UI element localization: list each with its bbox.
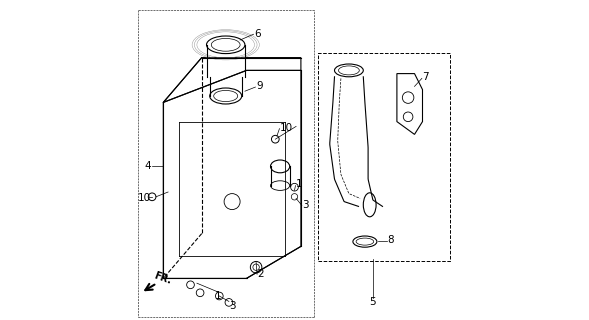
Text: 3: 3 xyxy=(303,200,309,210)
Text: 10: 10 xyxy=(280,123,293,133)
Text: 1: 1 xyxy=(296,179,303,189)
Text: 2: 2 xyxy=(258,268,264,279)
Text: 9: 9 xyxy=(256,81,263,92)
Text: 8: 8 xyxy=(388,235,394,245)
Text: 4: 4 xyxy=(144,161,151,172)
Text: 6: 6 xyxy=(254,28,261,39)
Text: 10: 10 xyxy=(138,193,151,204)
Text: 5: 5 xyxy=(369,297,376,308)
Text: 7: 7 xyxy=(422,72,429,82)
Text: 3: 3 xyxy=(229,300,236,311)
Text: 1: 1 xyxy=(214,291,221,301)
Text: FR.: FR. xyxy=(152,271,173,286)
